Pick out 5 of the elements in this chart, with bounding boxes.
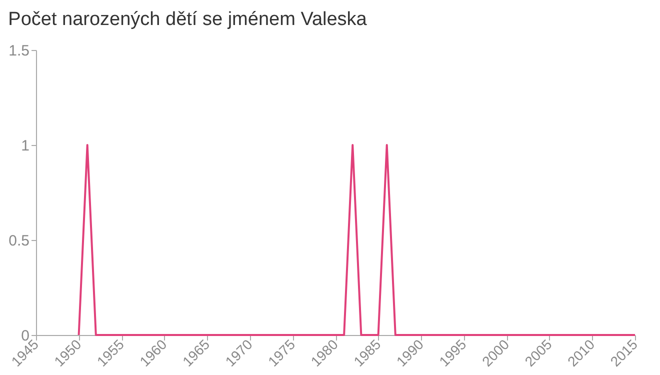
y-tick-label: 1.5	[8, 42, 30, 60]
y-tick-label: 1	[21, 138, 30, 154]
y-tick-label: 0.5	[8, 232, 30, 250]
chart-title: Počet narozených dětí se jménem Valeska	[8, 9, 368, 30]
y-tick-label: 0	[21, 328, 30, 344]
